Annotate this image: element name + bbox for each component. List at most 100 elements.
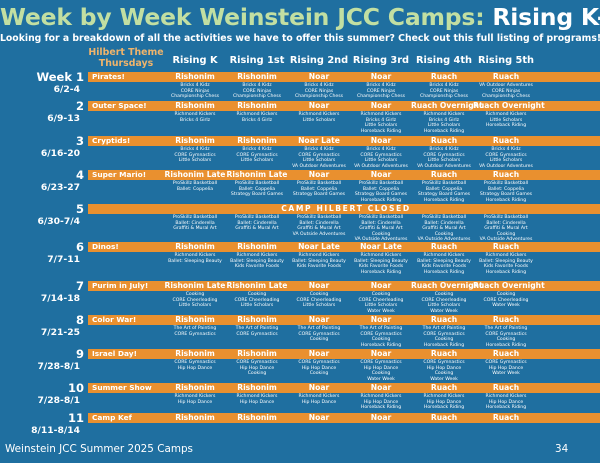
camp-location: Noar Late: [360, 242, 402, 251]
week-number: 9: [75, 347, 84, 361]
activity-item: Ballet: Cinderella: [299, 220, 339, 226]
activity-item: Championship Chess: [232, 94, 281, 100]
camp-location: Noar: [370, 72, 392, 81]
activity-list: Richmond Kickers Bricks 4 Girlz: [157, 112, 233, 123]
week-band: [88, 101, 600, 111]
activity-item: Little Scholars: [364, 123, 398, 129]
activity-item: Hip Hop Dance: [426, 365, 462, 371]
activity-item: Little Scholars: [178, 158, 212, 164]
activity-item: CORE Gymnastics: [236, 360, 278, 365]
camp-location: Rishonim: [175, 72, 215, 81]
activity-item: Ballet: Sleeping Beauty: [354, 258, 408, 264]
activity-item: Kids Favorite Foods: [234, 264, 280, 270]
activity-item: ProSkillz Basketball: [234, 215, 280, 220]
activity-item: Horseback Riding: [423, 405, 465, 411]
activity-item: Richmond Kickers: [423, 394, 465, 399]
activity-item: Bricks 4 Kidz: [180, 147, 210, 152]
activity-item: Little Scholars: [364, 158, 398, 164]
week-number: 7: [75, 279, 84, 293]
theme-label: Cryptids!: [92, 136, 131, 145]
activity-list: Richmond Kickers Little Scholars: [281, 112, 357, 123]
activity-item: Water Week: [492, 371, 520, 377]
week-band: [88, 349, 600, 359]
activity-item: CORE Cheerleading: [421, 297, 467, 303]
activity-item: CORE Gymnastics: [236, 331, 278, 337]
camp-location: Noar: [370, 101, 392, 110]
week-dates: 7/14-18: [40, 293, 80, 304]
activity-item: ProSkillz Basketball: [234, 181, 280, 186]
activity-list: CORE Gymnastics Hip Hop Dance: [157, 360, 233, 371]
activity-item: Richmond Kickers: [298, 253, 340, 258]
activity-item: Richmond Kickers: [174, 112, 216, 117]
activity-item: Richmond Kickers: [360, 253, 402, 258]
activity-item: VA Outdoor Adventures: [479, 83, 533, 88]
activity-item: Ballet: Cinderella: [237, 220, 277, 226]
activity-list: Richmond Kickers Ballet: Sleeping Beauty K…: [219, 253, 295, 270]
camp-location: Rishonim Late: [164, 170, 226, 179]
activity-item: Graffiti & Mural Art: [297, 226, 341, 232]
activity-item: CORE Gymnastics: [485, 331, 527, 337]
activity-list: ProSkillz Basketball Ballet: Cinderella Gr…: [468, 215, 544, 243]
activity-item: Horseback Riding: [423, 342, 465, 348]
activity-item: Cooking: [309, 292, 329, 297]
activity-list: Bricks 4 Kidz CORE Gymnastics Little Schol…: [157, 147, 233, 164]
camp-location: Noar: [308, 72, 330, 81]
activity-item: Little Scholars: [240, 303, 274, 309]
activity-item: Bricks 4 Kidz: [429, 83, 459, 88]
week-dates: 7/28-8/1: [37, 395, 81, 406]
camp-location: Ruach: [492, 383, 520, 392]
activity-list: ProSkillz Basketball Ballet: Coppelia Stra…: [468, 181, 544, 203]
activity-list: ProSkillz Basketball Ballet: Coppelia Stra…: [281, 181, 357, 198]
camp-location: Ruach: [430, 170, 458, 179]
activity-item: Hip Hop Dance: [177, 399, 213, 405]
activity-item: CORE Ninjas: [429, 88, 459, 94]
activity-list: Richmond Kickers Hip Hop Dance: [157, 394, 233, 405]
activity-item: Ballet: Cinderella: [424, 220, 464, 226]
week-band: [88, 204, 600, 214]
week-dates: 6/9-13: [47, 113, 80, 124]
activity-item: Richmond Kickers: [485, 394, 527, 399]
activity-item: CORE Gymnastics: [423, 360, 465, 365]
column-header: Rising 1st: [229, 55, 285, 66]
theme-label: Camp Kef: [92, 413, 132, 422]
theme-label: Israel Day!: [92, 349, 137, 358]
activity-item: Ballet: Coppelia: [238, 186, 276, 192]
activity-item: Kids Favorite Foods: [358, 264, 404, 270]
page-subtitle: Looking for a breakdown of all the activ…: [0, 33, 600, 44]
activity-list: CORE Gymnastics Hip Hop Dance Water Week: [468, 360, 544, 377]
activity-item: Hip Hop Dance: [239, 365, 275, 371]
theme-label: Outer Space!: [92, 101, 147, 110]
camp-location: Ruach: [430, 315, 458, 324]
activity-item: ProSkillz Basketball: [483, 215, 529, 220]
camp-location: Rishonim: [237, 136, 277, 145]
camp-location: Ruach: [430, 242, 458, 251]
activity-item: Little Scholars: [302, 117, 336, 123]
activity-item: Ballet: Sleeping Beauty: [230, 258, 284, 264]
activity-list: CORE Gymnastics Hip Hop Dance Cooking: [219, 360, 295, 377]
activity-item: Hip Hop Dance: [301, 399, 337, 405]
activity-item: Bricks 4 Kidz: [304, 147, 334, 152]
camp-location: Rishonim: [175, 101, 215, 110]
camp-location: Noar Late: [298, 136, 340, 145]
week-dates: 6/23-27: [40, 182, 80, 193]
activity-item: CORE Gymnastics: [236, 152, 278, 158]
activity-list: Richmond Kickers Bricks 4 Girlz: [219, 112, 295, 123]
activity-item: Hip Hop Dance: [488, 365, 524, 371]
week-dates: 6/2-4: [53, 84, 80, 95]
activity-item: Hip Hop Dance: [239, 399, 275, 405]
camp-location: Rishonim: [175, 349, 215, 358]
activity-item: CORE Cheerleading: [234, 297, 280, 303]
camp-location: Rishonim: [175, 136, 215, 145]
activity-item: Little Scholars: [427, 123, 461, 129]
camp-location: Ruach: [492, 242, 520, 251]
activity-item: CORE Ninjas: [366, 88, 396, 94]
camp-location: Noar: [370, 315, 392, 324]
camp-location: Rishonim Late: [164, 281, 226, 290]
activity-item: Horseback Riding: [485, 197, 527, 203]
activity-item: Graffiti & Mural Art: [235, 226, 279, 232]
activity-item: Cooking: [247, 371, 267, 377]
week-band: [88, 315, 600, 325]
theme-label: Super Mario!: [92, 170, 147, 179]
camp-location: Noar: [370, 383, 392, 392]
activity-item: Little Scholars: [240, 158, 274, 164]
